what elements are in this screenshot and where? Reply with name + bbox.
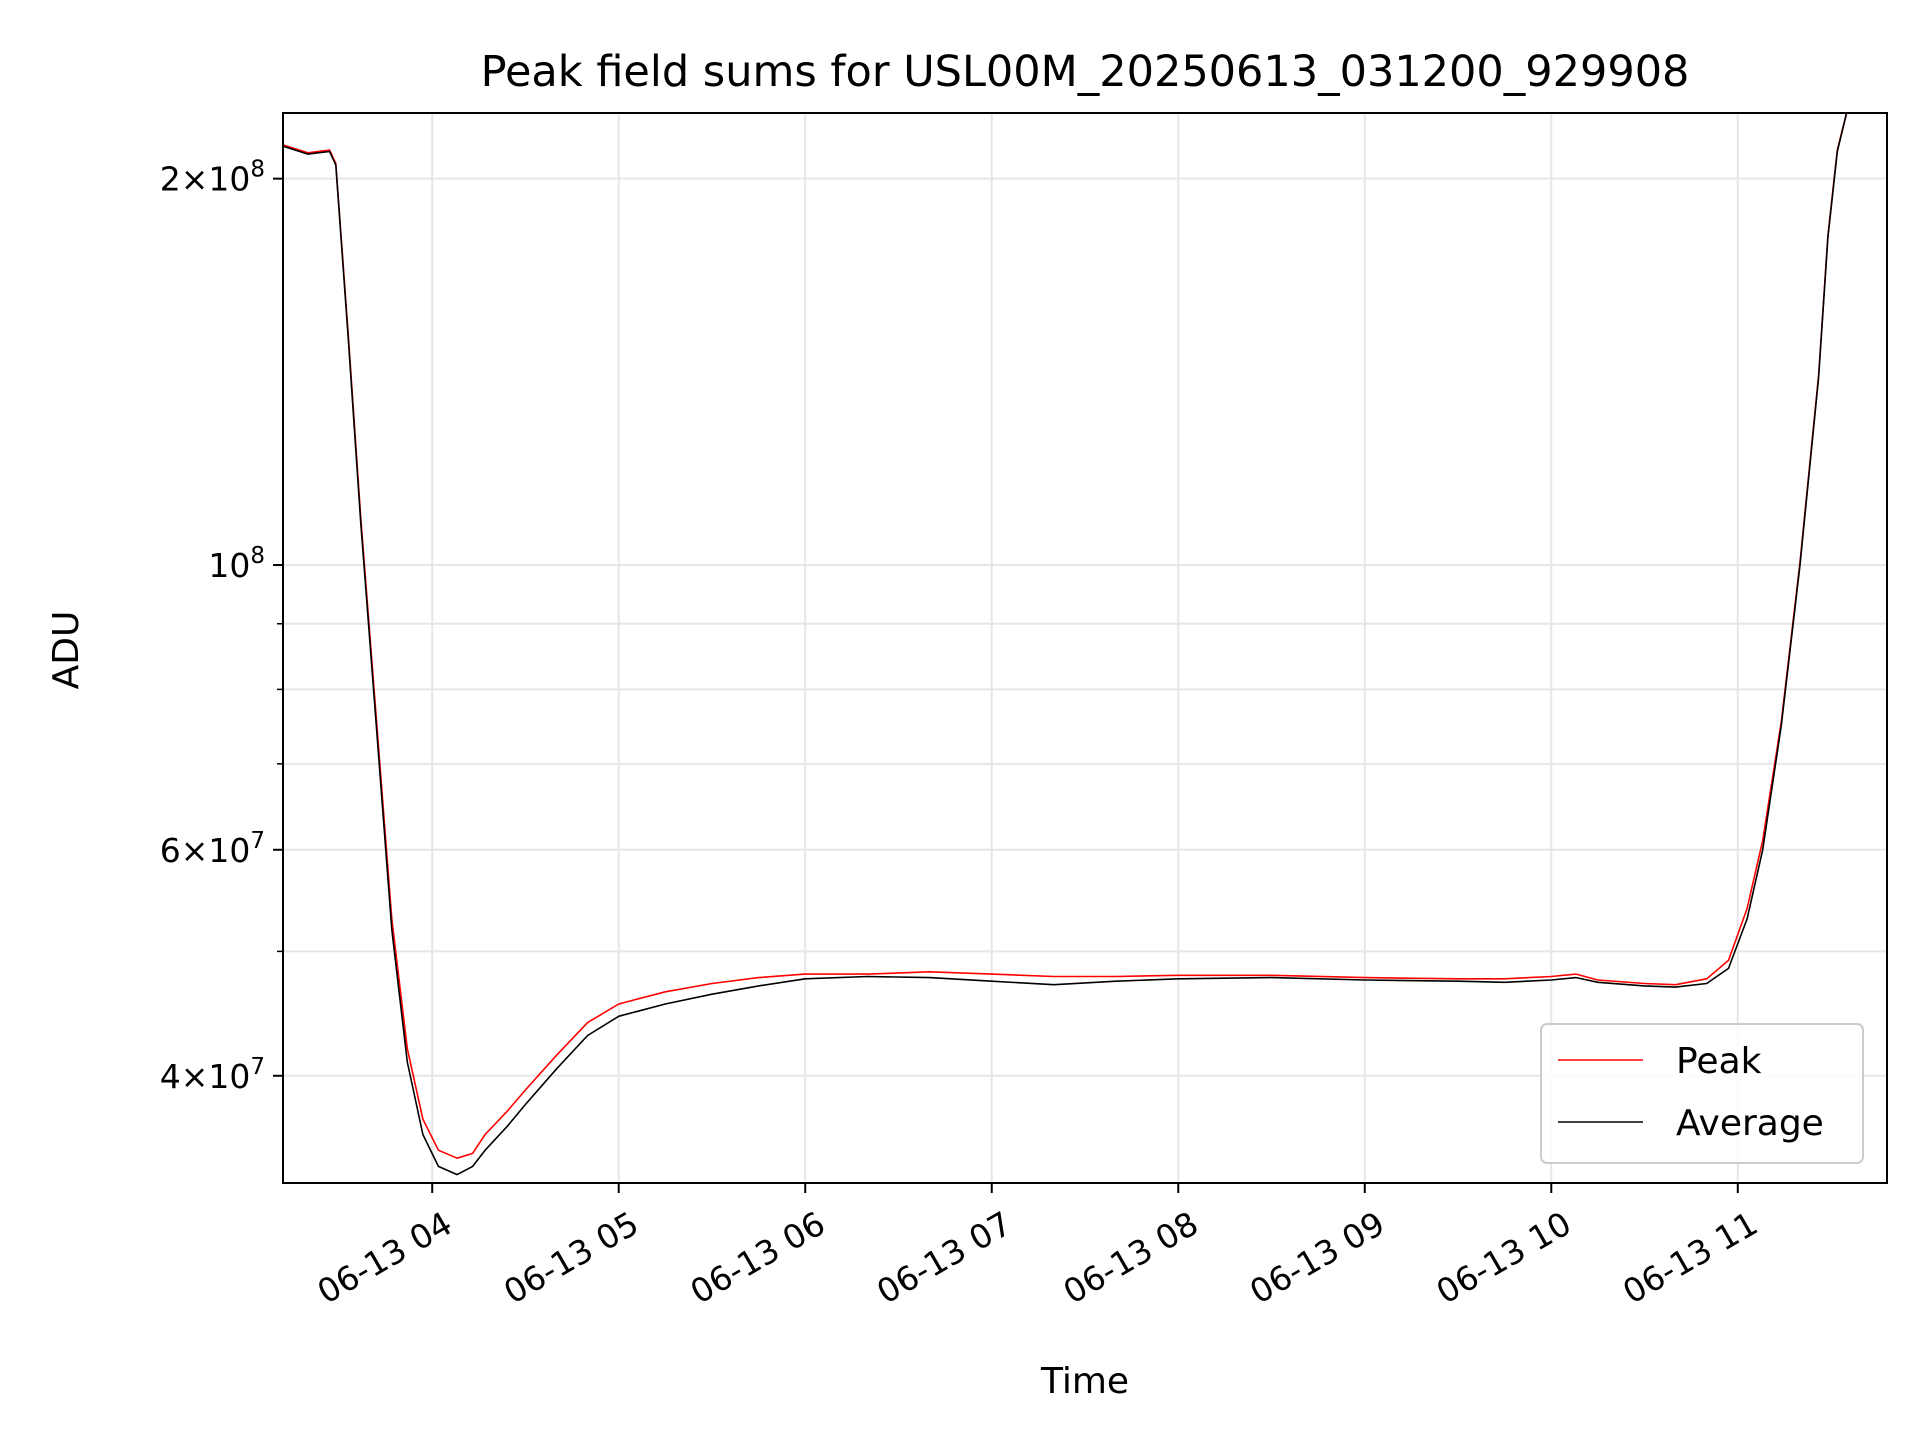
y-axis-title: ADU [46, 611, 87, 690]
legend-label-average: Average [1676, 1103, 1824, 1144]
y-tick-exponent: 8 [250, 543, 265, 569]
legend-box [1540, 1023, 1864, 1164]
y-tick-times: ×10 [181, 1057, 251, 1096]
y-tick-mantissa: 4 [160, 1057, 181, 1096]
series-line-average [283, 113, 1848, 1176]
y-tick-exponent: 8 [250, 157, 265, 183]
legend-label-peak: Peak [1676, 1041, 1762, 1082]
y-tick-mantissa: 2 [160, 160, 181, 199]
y-tick-label: 4×107 [160, 1054, 265, 1096]
series-line-peak [283, 113, 1848, 1159]
plot-frame [282, 112, 1888, 1184]
y-tick-exponent: 7 [250, 828, 265, 854]
y-tick-label: 108 [208, 543, 265, 585]
series-group [283, 113, 1848, 1176]
y-tick-times: ×10 [181, 831, 251, 870]
chart-title: Peak field sums for USL00M_20250613_0312… [481, 47, 1690, 97]
y-tick-times: ×10 [181, 160, 251, 199]
y-tick-label: 6×107 [160, 828, 265, 870]
grid [283, 113, 1887, 1183]
x-axis-title: Time [1040, 1361, 1129, 1402]
y-tick-exponent: 7 [250, 1054, 265, 1080]
y-tick-label: 2×108 [160, 157, 265, 199]
legend: Peak Average [1540, 1023, 1864, 1164]
y-tick-base: 10 [208, 546, 250, 585]
y-tick-mantissa: 6 [160, 831, 181, 870]
